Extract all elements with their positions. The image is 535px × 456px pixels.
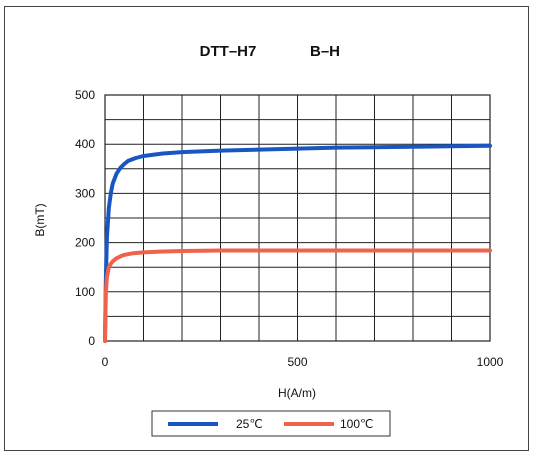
legend-label: 100℃ [340,417,374,431]
x-tick-label: 1000 [477,355,504,369]
x-tick-label: 500 [287,355,307,369]
chart-grid [104,94,491,342]
y-tick-label: 200 [75,236,95,250]
legend-label: 25℃ [236,417,263,431]
series-line-1 [103,143,492,343]
y-tick-label: 400 [75,137,95,151]
chart-title: DTT–H7 [200,43,257,60]
y-tick-label: 0 [88,334,95,348]
series-line-2 [103,248,492,343]
y-tick-labels: 0 100 200 300 400 500 [75,88,95,348]
legend: 25℃ 100℃ [151,410,391,437]
y-tick-label: 300 [75,186,95,200]
x-tick-label: 0 [102,355,109,369]
x-tick-labels: 0 500 1000 [102,355,504,369]
series-lines [103,143,492,343]
chart-subtitle: B–H [310,43,340,60]
y-axis-label: B(mT) [33,203,47,236]
x-axis-label: H(A/m) [278,386,316,400]
y-tick-label: 500 [75,88,95,102]
y-tick-label: 100 [75,285,95,299]
